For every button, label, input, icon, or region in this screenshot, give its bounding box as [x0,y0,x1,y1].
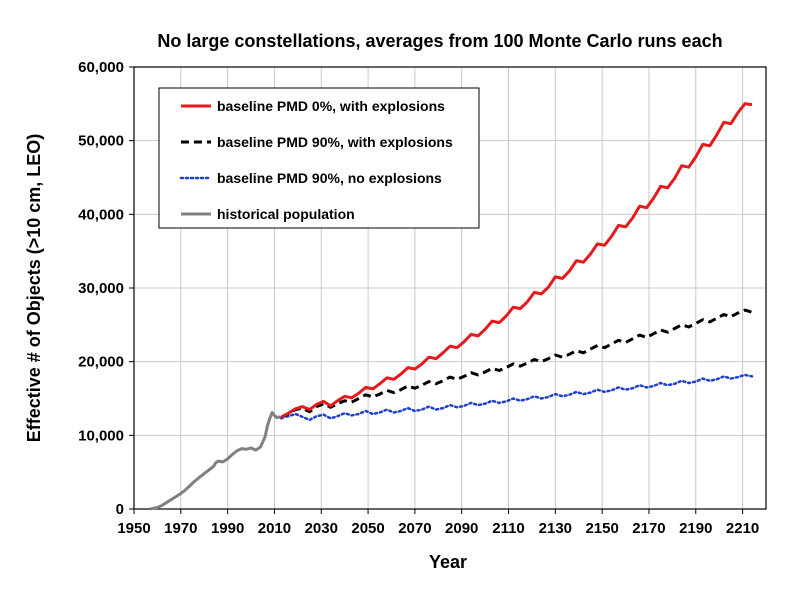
x-tick-label: 2210 [726,520,759,537]
x-axis: 1950 1970 1990 2010 2030 2050 2070 2090 2110 2130… [117,509,759,537]
legend-box [158,87,480,229]
chart-title: No large constellations, averages from 1… [157,31,722,51]
x-tick-label: 1970 [164,520,197,537]
x-tick-label: 2150 [585,520,618,537]
x-tick-label: 2110 [492,520,525,537]
legend-label: historical population [217,206,355,222]
y-tick-label: 40,000 [78,206,124,223]
x-tick-label: 2090 [445,520,478,537]
x-tick-label: 1990 [211,520,244,537]
legend: baseline PMD 0%, with explosions baseline… [158,87,480,229]
y-tick-label: 20,000 [78,354,124,371]
series-line-2 [280,373,754,422]
y-axis: 0 10,000 20,000 30,000 40,000 50,000 60,000 [78,59,134,518]
x-tick-label: 2050 [351,520,384,537]
series-line-1 [280,308,753,419]
x-tick-label: 2030 [305,520,338,537]
x-tick-label: 2070 [398,520,431,537]
y-tick-label: 50,000 [78,133,124,150]
x-tick-label: 2190 [679,520,712,537]
series-line-0 [280,102,753,419]
series-layer [150,102,754,511]
y-axis-title: Effective # of Objects (>10 cm, LEO) [24,134,44,443]
x-axis-title: Year [429,552,467,572]
y-tick-label: 10,000 [78,427,124,444]
y-tick-label: 0 [116,501,124,518]
series-line-3 [150,411,285,511]
legend-label: baseline PMD 90%, no explosions [217,170,442,186]
x-tick-label: 1950 [117,520,150,537]
legend-label: baseline PMD 90%, with explosions [217,134,453,150]
x-tick-label: 2170 [632,520,665,537]
y-tick-label: 60,000 [78,59,124,76]
legend-label: baseline PMD 0%, with explosions [217,98,445,114]
x-tick-label: 2010 [258,520,291,537]
x-tick-label: 2130 [539,520,572,537]
y-tick-label: 30,000 [78,280,124,297]
